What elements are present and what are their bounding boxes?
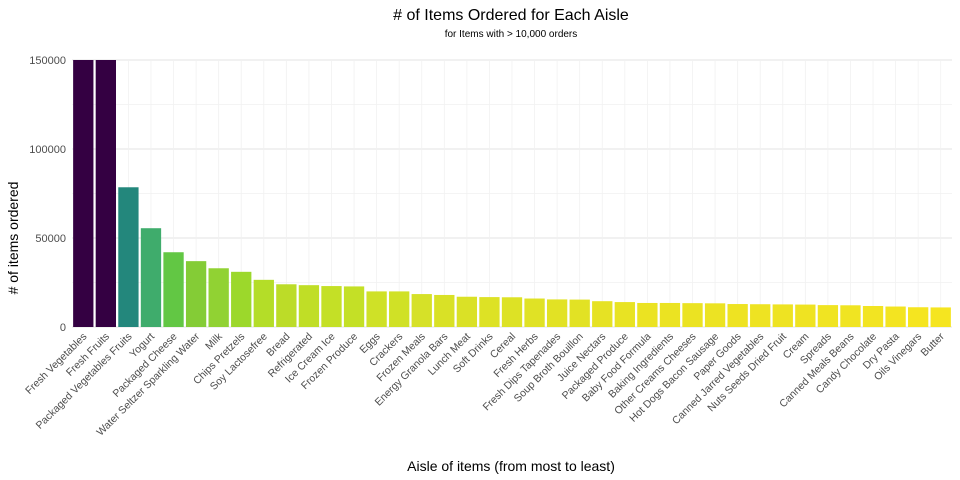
bar bbox=[727, 304, 748, 327]
bar bbox=[343, 286, 365, 327]
y-tick-label: 150000 bbox=[29, 55, 66, 67]
bar bbox=[546, 299, 568, 327]
bar bbox=[456, 296, 478, 327]
bar bbox=[163, 252, 184, 327]
bar bbox=[366, 291, 387, 327]
bar bbox=[185, 261, 207, 327]
chart-title: # of Items Ordered for Each Aisle bbox=[393, 7, 629, 24]
bar bbox=[524, 298, 545, 327]
bar bbox=[479, 297, 500, 327]
bar bbox=[840, 305, 861, 327]
y-axis-ticks: 0 50000 100000 150000 bbox=[29, 55, 66, 334]
bar bbox=[208, 268, 229, 327]
bar bbox=[95, 60, 116, 327]
bar bbox=[434, 294, 455, 327]
bar bbox=[231, 271, 252, 327]
bar bbox=[930, 307, 951, 327]
bar bbox=[862, 305, 884, 327]
y-tick-label: 0 bbox=[60, 322, 66, 334]
bar bbox=[750, 304, 771, 327]
bar bbox=[614, 302, 635, 327]
y-tick-label: 50000 bbox=[35, 233, 66, 245]
bar bbox=[569, 299, 590, 327]
bar bbox=[389, 291, 410, 327]
x-axis-title: Aisle of items (from most to least) bbox=[407, 458, 615, 474]
bars bbox=[73, 60, 951, 327]
y-tick-label: 100000 bbox=[29, 144, 66, 156]
y-axis-title: # of items ordered bbox=[5, 182, 21, 295]
bar bbox=[411, 294, 432, 327]
bar bbox=[659, 302, 681, 327]
bar bbox=[885, 306, 906, 327]
bar bbox=[637, 302, 658, 327]
bar bbox=[501, 297, 523, 327]
bar bbox=[795, 304, 816, 327]
bar bbox=[817, 305, 839, 327]
bar bbox=[276, 284, 297, 327]
chart-subtitle: for Items with > 10,000 orders bbox=[445, 29, 578, 40]
bar bbox=[321, 286, 342, 327]
bar bbox=[253, 279, 274, 327]
bar bbox=[592, 301, 613, 327]
bar bbox=[682, 303, 703, 327]
bar bbox=[772, 304, 793, 327]
x-tick-label: Butter bbox=[919, 330, 948, 359]
bar bbox=[118, 187, 139, 327]
bar bbox=[73, 60, 94, 327]
bar bbox=[908, 307, 929, 327]
bar bbox=[704, 303, 726, 327]
bar bbox=[298, 285, 320, 327]
bar bbox=[140, 228, 162, 327]
